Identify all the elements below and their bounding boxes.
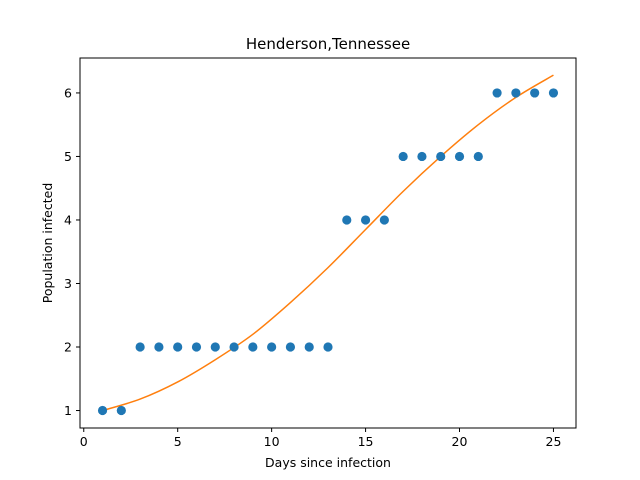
y-tick-label: 3 [64, 276, 72, 291]
y-tick-label: 1 [64, 403, 72, 418]
x-tick-label: 15 [358, 434, 374, 449]
data-point [173, 342, 183, 352]
data-point [323, 342, 333, 352]
plot-frame [79, 57, 577, 429]
data-point [267, 342, 277, 352]
data-point [492, 88, 502, 98]
x-tick-label: 5 [174, 434, 182, 449]
data-point [360, 215, 371, 225]
data-point [398, 151, 408, 162]
series-layer [97, 74, 559, 416]
data-point [229, 342, 239, 352]
data-point [417, 151, 427, 162]
data-point [342, 215, 352, 225]
y-axis-label: Population infected [40, 183, 55, 304]
data-point [548, 88, 559, 98]
x-tick-label: 0 [80, 434, 88, 449]
data-point [530, 88, 540, 98]
y-tick-label: 6 [64, 85, 72, 100]
data-point [154, 342, 164, 352]
y-axis-ticks: 1 2 3 4 5 6 [64, 85, 80, 418]
data-point [210, 342, 220, 352]
x-axis-ticks: 0 5 10 15 20 25 [80, 428, 562, 449]
data-point [191, 342, 202, 352]
data-point [248, 342, 258, 352]
y-tick-label: 2 [64, 340, 72, 355]
chart-title: Henderson,Tennessee [246, 35, 410, 53]
data-point [285, 342, 296, 352]
data-point [511, 88, 521, 98]
data-point [135, 342, 145, 352]
x-tick-label: 20 [452, 434, 468, 449]
y-tick-label: 5 [64, 149, 72, 164]
data-point [454, 151, 465, 162]
fit-line [102, 74, 554, 412]
x-axis-label: Days since infection [265, 455, 391, 470]
data-point [473, 151, 483, 162]
x-tick-label: 10 [264, 434, 280, 449]
data-point [304, 342, 314, 352]
y-tick-label: 4 [64, 212, 72, 227]
x-tick-label: 25 [546, 434, 562, 449]
data-point [436, 151, 446, 162]
data-point [379, 215, 389, 225]
data-point [97, 405, 108, 416]
data-point [116, 405, 126, 416]
